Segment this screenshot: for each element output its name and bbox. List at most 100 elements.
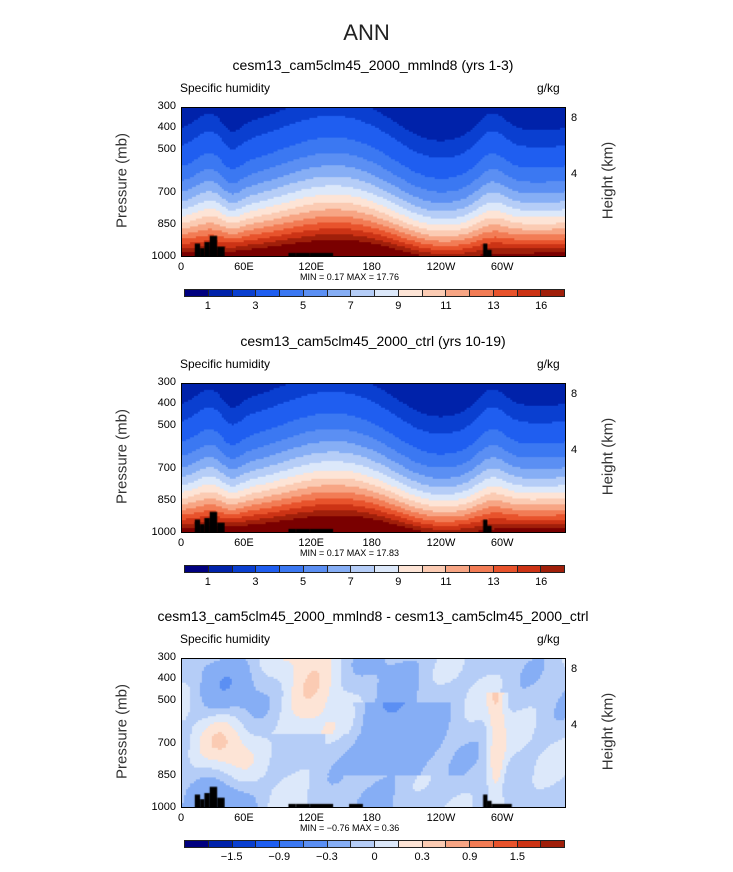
right-axis-label: Height (km)	[599, 692, 617, 771]
colorbar-swatch	[327, 290, 352, 296]
right-ytick-label: 4	[571, 168, 578, 180]
ytick-label: 400	[157, 397, 176, 410]
xtick-label: 0	[178, 812, 185, 824]
colorbar-swatch	[541, 841, 564, 847]
colorbar-swatch	[398, 566, 423, 572]
colorbar-swatch	[208, 566, 233, 572]
colorbar-label: 11	[440, 576, 452, 588]
y-axis-label: Pressure (mb)	[113, 408, 131, 505]
xtick-label: 120W	[426, 537, 456, 549]
variable-label: Specific humidity	[180, 632, 271, 646]
xtick-label: 60E	[234, 261, 254, 273]
colorbar-swatch	[517, 841, 542, 847]
colorbar-swatch	[446, 290, 470, 296]
ytick-label: 700	[157, 461, 176, 474]
colorbar	[184, 565, 565, 573]
contour-field	[181, 383, 566, 533]
colorbar-swatch	[375, 841, 399, 847]
colorbar-swatch	[375, 290, 399, 296]
colorbar-label: 0.3	[414, 851, 430, 863]
ytick-label: 500	[157, 418, 176, 431]
colorbar-swatch	[208, 841, 233, 847]
colorbar-swatch	[470, 566, 494, 572]
colorbar-swatch	[327, 841, 352, 847]
colorbar-swatch	[422, 566, 447, 572]
stats-label: MIN = 0.17 MAX = 17.76	[300, 272, 400, 282]
colorbar-swatch	[327, 566, 352, 572]
colorbar-label: 1	[204, 576, 211, 588]
panel-title: cesm13_cam5clm45_2000_mmlnd8 - cesm13_ca…	[157, 608, 589, 624]
right-ytick-label: 8	[571, 663, 578, 675]
colorbar-label: 13	[487, 300, 500, 312]
colorbar	[184, 840, 565, 848]
ytick-label: 1000	[151, 801, 176, 813]
ytick-label: 1000	[151, 526, 176, 538]
colorbar-swatch	[493, 566, 518, 572]
xtick-label: 180	[362, 812, 381, 824]
colorbar-label: 0.9	[462, 851, 478, 863]
colorbar-swatch	[493, 290, 518, 296]
xtick-label: 60E	[234, 537, 254, 549]
colorbar-swatch	[208, 290, 233, 296]
right-ytick-label: 8	[571, 388, 578, 400]
colorbar-label: 0	[371, 851, 378, 863]
colorbar-label: −0.3	[316, 851, 338, 863]
units-label: g/kg	[537, 632, 560, 646]
colorbar-label: 11	[440, 300, 452, 312]
colorbar	[184, 289, 565, 297]
colorbar-swatch	[398, 290, 423, 296]
colorbar-swatch	[256, 841, 280, 847]
colorbar-swatch	[280, 290, 304, 296]
colorbar-swatch	[470, 841, 494, 847]
colorbar-label: 16	[535, 300, 548, 312]
xtick-label: 120E	[298, 537, 325, 549]
colorbar-swatch	[303, 566, 328, 572]
contour-field	[181, 658, 566, 808]
colorbar-label: 7	[347, 576, 354, 588]
ytick-label: 300	[157, 100, 176, 112]
colorbar-swatch	[351, 841, 375, 847]
y-axis-label: Pressure (mb)	[113, 132, 131, 229]
y-axis-label: Pressure (mb)	[113, 683, 131, 780]
colorbar-swatch	[185, 566, 209, 572]
colorbar-swatch	[493, 841, 518, 847]
colorbar-label: −1.5	[220, 851, 243, 863]
colorbar-swatch	[470, 290, 494, 296]
colorbar-swatch	[398, 841, 423, 847]
colorbar-swatch	[517, 290, 542, 296]
ytick-label: 700	[157, 736, 176, 749]
colorbar-swatch	[517, 566, 542, 572]
contour-field	[181, 107, 566, 257]
colorbar-swatch	[280, 841, 304, 847]
colorbar-swatch	[375, 566, 399, 572]
colorbar-label: 16	[535, 576, 548, 588]
xtick-label: 60E	[234, 812, 254, 824]
xtick-label: 120E	[298, 812, 325, 824]
colorbar-label: 9	[395, 576, 402, 588]
xtick-label: 180	[362, 537, 381, 549]
colorbar-swatch	[232, 566, 257, 572]
ytick-label: 400	[157, 672, 176, 685]
units-label: g/kg	[537, 357, 560, 371]
colorbar-swatch	[185, 290, 209, 296]
colorbar-label: 3	[252, 576, 259, 588]
units-label: g/kg	[537, 81, 560, 95]
ytick-label: 850	[157, 217, 176, 230]
colorbar-swatch	[422, 290, 447, 296]
colorbar-label: 7	[347, 300, 354, 312]
colorbar-swatch	[303, 290, 328, 296]
variable-label: Specific humidity	[180, 357, 271, 371]
colorbar-label: 1	[204, 300, 211, 312]
colorbar-label: 13	[487, 576, 500, 588]
ytick-label: 500	[157, 693, 176, 706]
right-axis-label: Height (km)	[599, 141, 617, 220]
xtick-label: 120W	[426, 261, 456, 273]
colorbar-label: 1.5	[509, 851, 526, 863]
stats-label: MIN = −0.76 MAX = 0.36	[300, 823, 400, 833]
colorbar-swatch	[351, 566, 375, 572]
variable-label: Specific humidity	[180, 81, 271, 95]
colorbar-swatch	[232, 290, 257, 296]
panel-title: cesm13_cam5clm45_2000_ctrl (yrs 10-19)	[240, 333, 506, 349]
colorbar-swatch	[280, 566, 304, 572]
colorbar-swatch	[303, 841, 328, 847]
